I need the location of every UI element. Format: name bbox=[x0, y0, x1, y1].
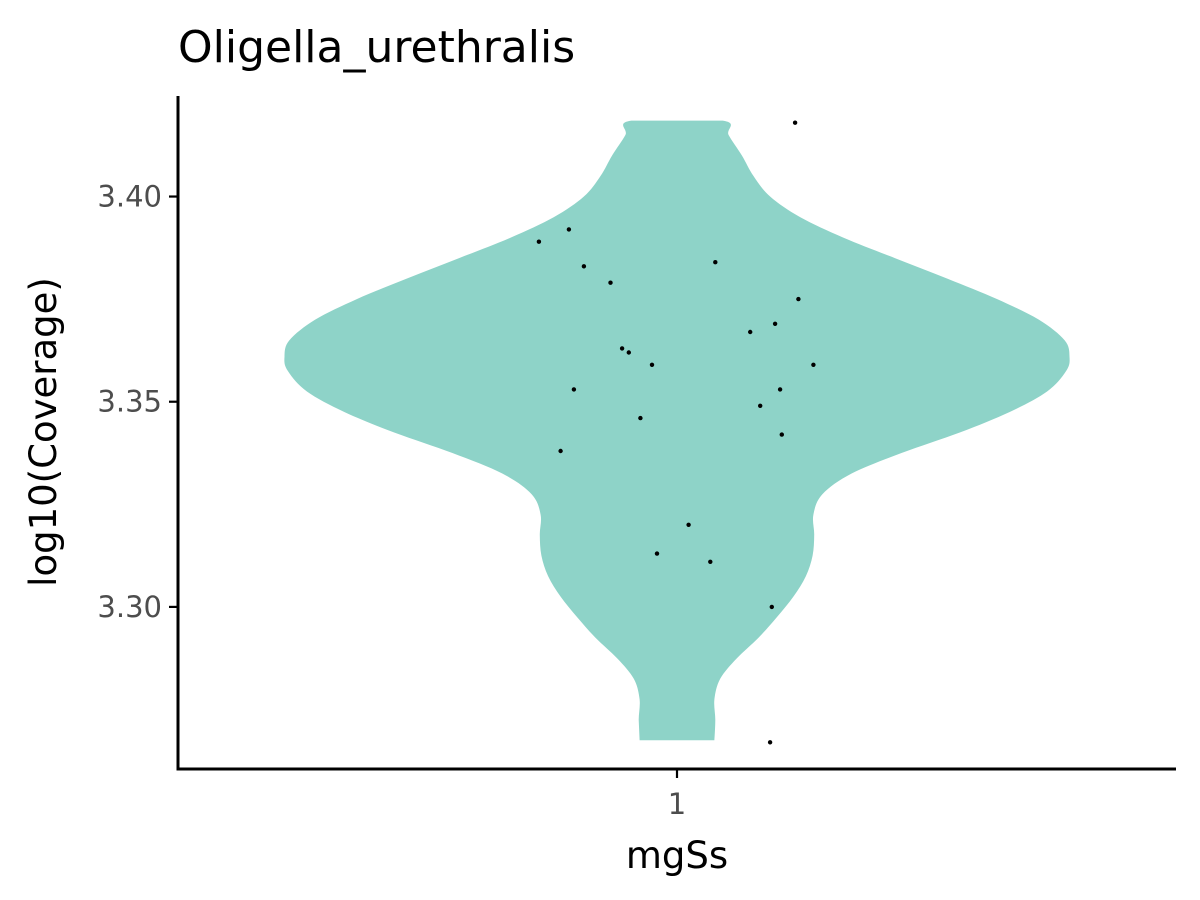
y-tick-label: 3.35 bbox=[97, 385, 162, 419]
data-point bbox=[811, 362, 816, 367]
data-point bbox=[792, 120, 798, 125]
violin-layer bbox=[284, 120, 1070, 741]
points-layer bbox=[536, 120, 816, 745]
data-point bbox=[796, 296, 801, 302]
data-point bbox=[566, 227, 572, 232]
data-point bbox=[708, 559, 713, 564]
data-point bbox=[769, 604, 774, 610]
data-point bbox=[626, 350, 631, 355]
data-point bbox=[619, 346, 625, 351]
data-point bbox=[779, 432, 784, 437]
data-point bbox=[638, 415, 643, 421]
data-point bbox=[767, 740, 773, 745]
data-point bbox=[758, 403, 763, 408]
data-point bbox=[654, 551, 660, 556]
data-point bbox=[777, 387, 783, 392]
violin-body-1 bbox=[284, 120, 1070, 741]
data-point bbox=[558, 448, 563, 454]
y-axis-label: log10(Coverage) bbox=[22, 277, 65, 587]
axes-layer: 3.30 3.35 3.40 1 bbox=[97, 96, 1176, 821]
data-point bbox=[581, 264, 587, 269]
x-axis-label: mgSs bbox=[626, 834, 728, 877]
data-point bbox=[608, 280, 613, 285]
data-point bbox=[686, 522, 691, 527]
data-point bbox=[536, 239, 542, 244]
chart-title: Oligella_urethralis bbox=[178, 22, 575, 73]
x-tick-label: 1 bbox=[668, 787, 686, 821]
y-tick-label: 3.30 bbox=[97, 590, 162, 624]
y-tick-label: 3.40 bbox=[97, 180, 162, 214]
data-point bbox=[571, 387, 577, 392]
data-point bbox=[649, 362, 655, 367]
data-point bbox=[713, 260, 718, 265]
data-point bbox=[772, 321, 778, 326]
data-point bbox=[748, 329, 753, 335]
